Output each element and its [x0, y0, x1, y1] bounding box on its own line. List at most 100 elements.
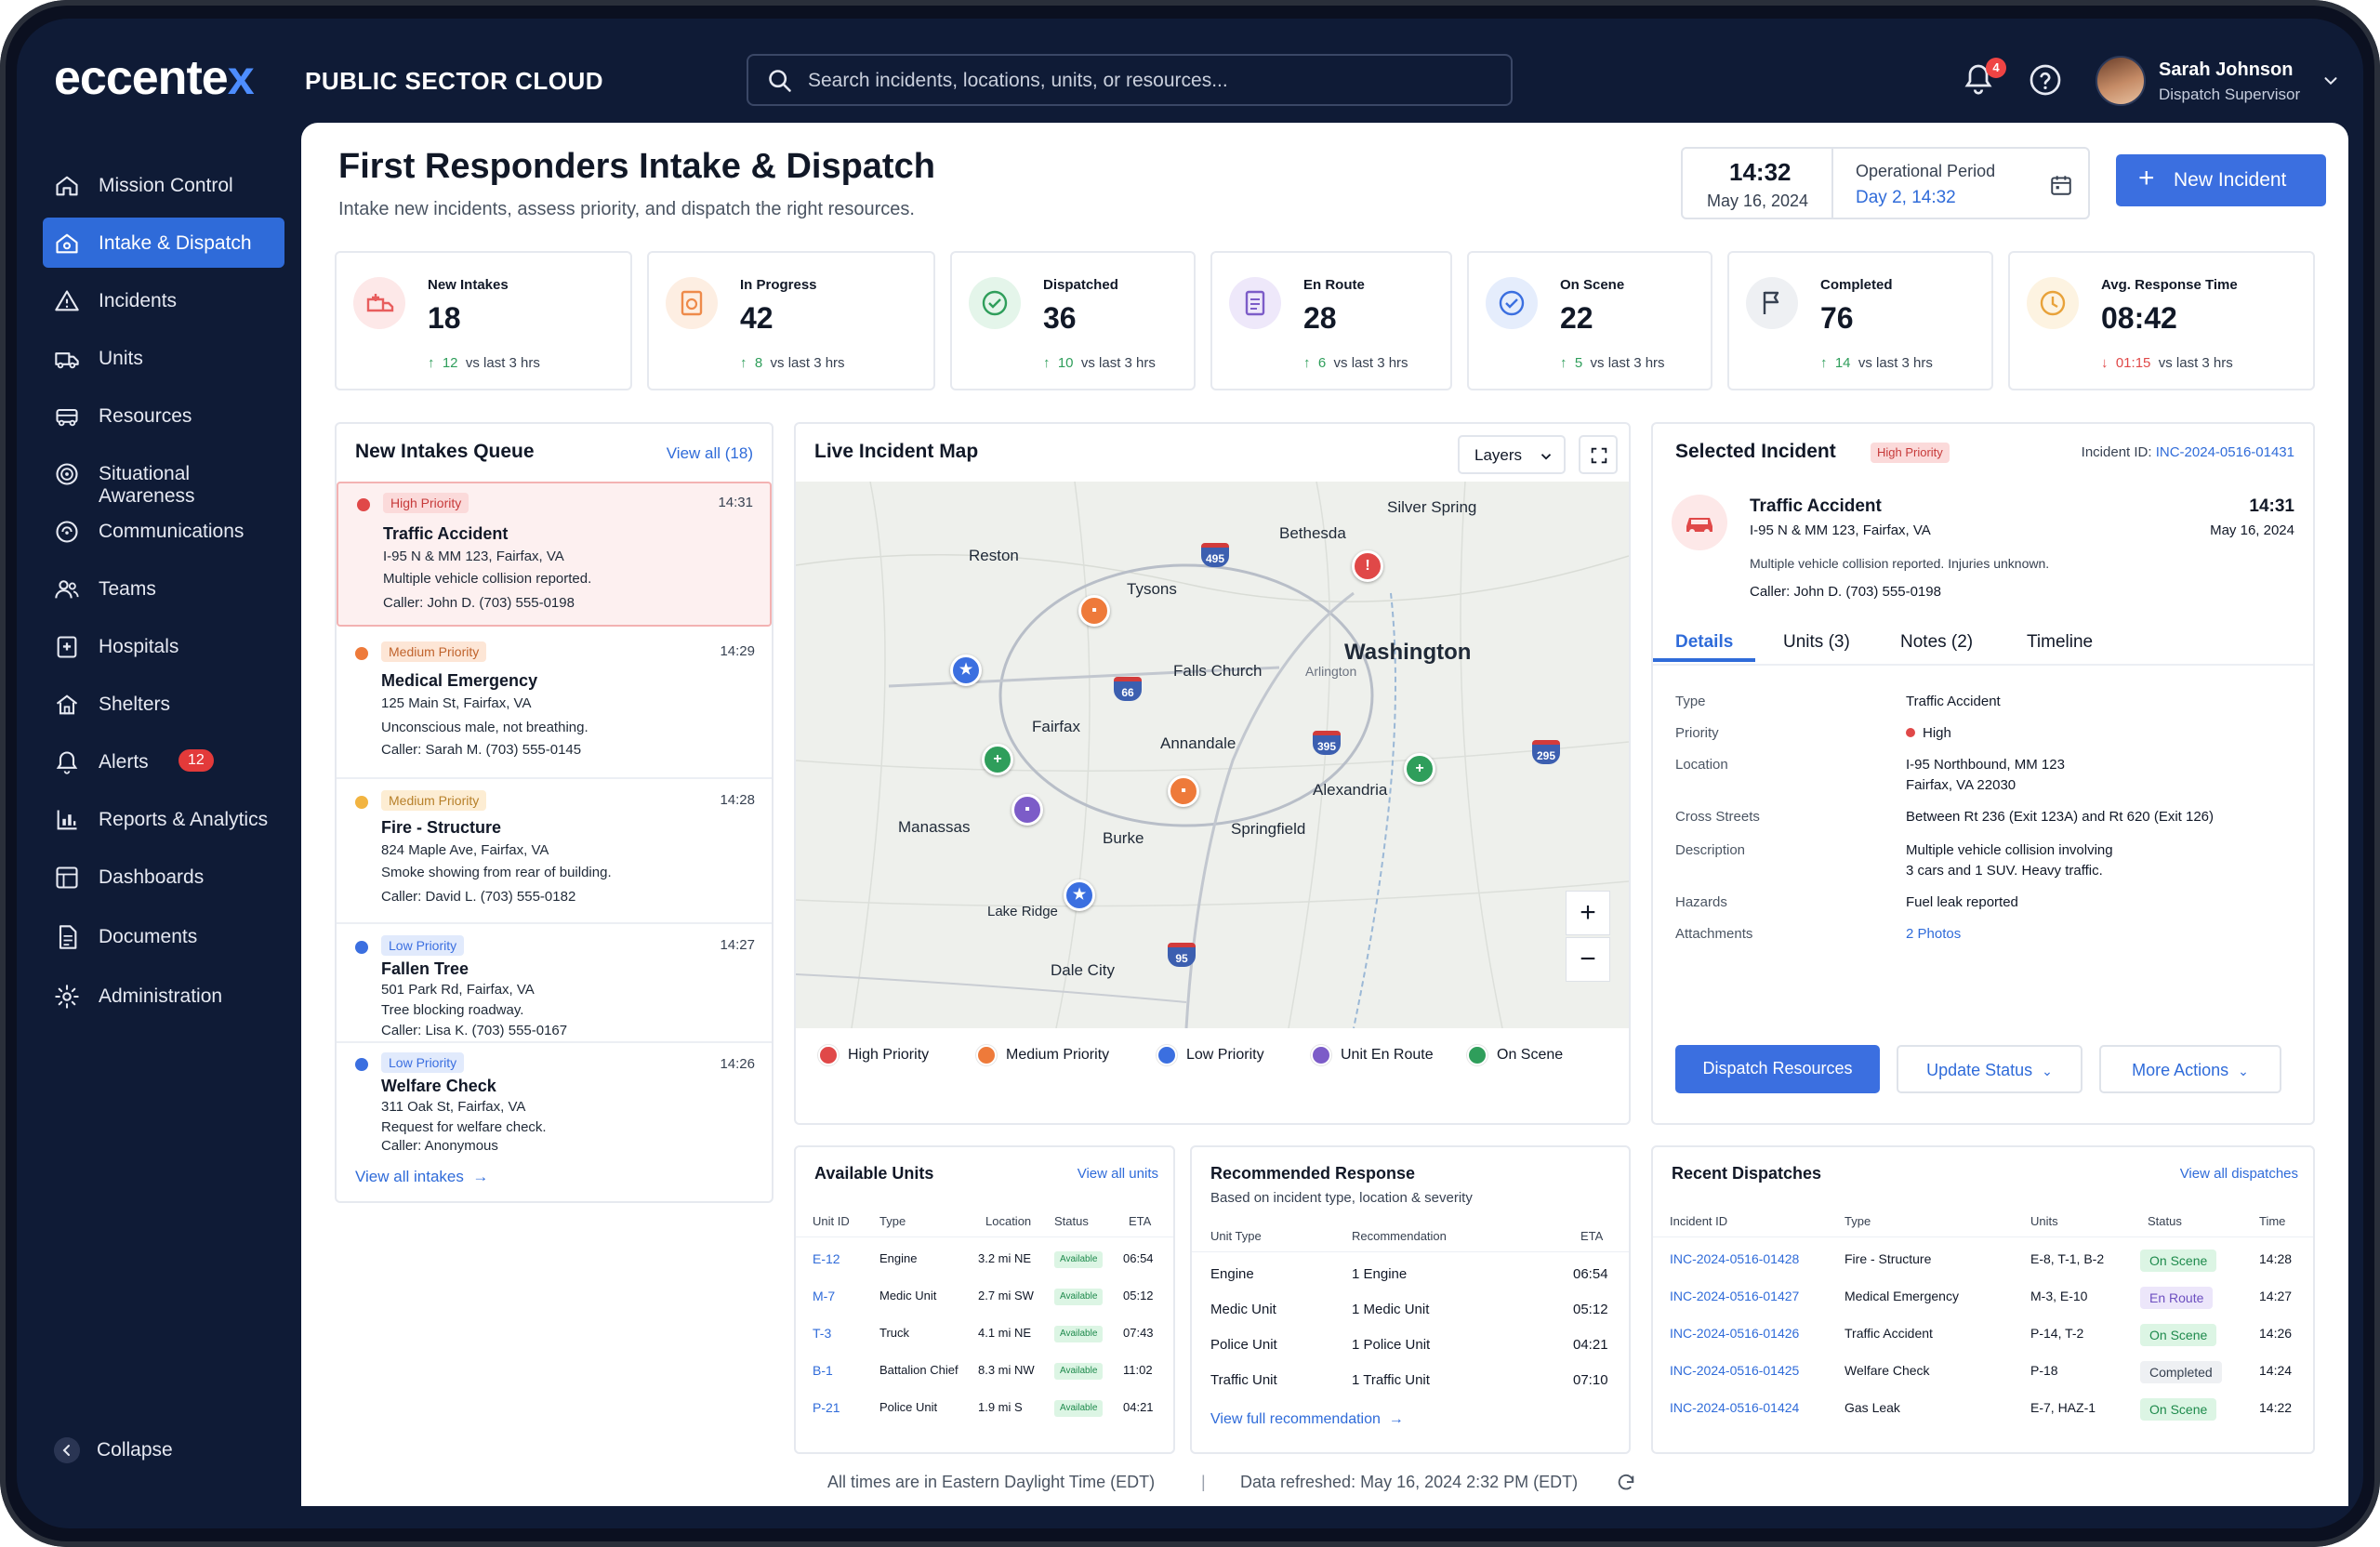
- attachments-link[interactable]: 2 Photos: [1906, 926, 1962, 942]
- incident-id-link[interactable]: INC-2024-0516-01427: [1670, 1289, 1800, 1303]
- detail-key: Priority: [1675, 725, 1719, 741]
- tab-details[interactable]: Details: [1675, 632, 1734, 652]
- incident-id-link[interactable]: INC-2024-0516-01425: [1670, 1363, 1800, 1378]
- recent-dispatches-panel: Recent Dispatches View all dispatches In…: [1651, 1145, 2315, 1454]
- map-pin-medium-priority[interactable]: ▪: [1078, 595, 1110, 627]
- new-incident-button[interactable]: + New Incident: [2116, 154, 2326, 206]
- queue-item[interactable]: Low Priority 14:27 Fallen Tree 501 Park …: [337, 924, 772, 1043]
- zoom-in-button[interactable]: +: [1566, 891, 1610, 935]
- stat-card-avg-response-time[interactable]: Avg. Response Time 08:42 ↓ 01:15 vs last…: [2008, 251, 2315, 390]
- view-full-recommendation-link[interactable]: View full recommendation →: [1210, 1411, 1404, 1428]
- logo[interactable]: eccentex: [54, 50, 255, 106]
- map-pin-unit-en-route[interactable]: ▪: [1012, 794, 1043, 826]
- user-avatar[interactable]: [2096, 56, 2146, 106]
- layers-dropdown[interactable]: Layers: [1458, 435, 1566, 474]
- queue-item-description: Multiple vehicle collision reported.: [383, 571, 592, 587]
- chevron-down-icon[interactable]: [2320, 71, 2341, 91]
- sidebar-item-dashboards[interactable]: Dashboards: [43, 852, 284, 902]
- incident-id-link[interactable]: INC-2024-0516-01424: [1670, 1400, 1800, 1415]
- unit-id-link[interactable]: E-12: [813, 1251, 840, 1266]
- sidebar-item-shelters[interactable]: Shelters: [43, 679, 284, 729]
- live-incident-map-panel: Live Incident Map Layers: [794, 422, 1631, 1125]
- queue-item-time: 14:26: [720, 1056, 755, 1072]
- tab-units[interactable]: Units (3): [1783, 632, 1850, 652]
- sidebar: Mission Control Intake & Dispatch Incide…: [17, 123, 296, 1528]
- footer-separator: |: [1201, 1473, 1206, 1491]
- incident-id-link[interactable]: INC-2024-0516-01428: [1670, 1251, 1800, 1266]
- view-all-dispatches-link[interactable]: View all dispatches: [2179, 1166, 2298, 1182]
- help-icon[interactable]: [2029, 63, 2062, 97]
- view-all-intakes-link[interactable]: View all (18): [666, 444, 753, 462]
- status-badge: Available: [1054, 1289, 1104, 1305]
- queue-item[interactable]: Medium Priority 14:28 Fire - Structure 8…: [337, 779, 772, 924]
- fullscreen-button[interactable]: [1579, 435, 1618, 474]
- sidebar-item-label: Situational Awareness: [99, 463, 195, 507]
- map-pin-high-priority[interactable]: !: [1352, 550, 1383, 582]
- arrow-up-icon: ↑: [1820, 355, 1828, 371]
- selected-incident-title: Selected Incident: [1675, 441, 1836, 462]
- stat-card-new-intakes[interactable]: New Intakes 18 ↑ 12 vs last 3 hrs: [335, 251, 632, 390]
- stat-value: 76: [1820, 301, 1854, 335]
- stat-card-completed[interactable]: Completed 76 ↑ 14 vs last 3 hrs: [1727, 251, 1993, 390]
- sidebar-item-resources[interactable]: Resources: [43, 390, 284, 441]
- sidebar-item-intake-dispatch[interactable]: Intake & Dispatch: [43, 218, 284, 268]
- plus-icon: +: [2138, 163, 2155, 193]
- hospital-icon: [57, 636, 77, 658]
- incident-id-value[interactable]: INC-2024-0516-01431: [2155, 444, 2294, 460]
- stat-card-dispatched[interactable]: Dispatched 36 ↑ 10 vs last 3 hrs: [950, 251, 1196, 390]
- calendar-icon[interactable]: [2049, 173, 2073, 197]
- priority-dot: [355, 1058, 368, 1071]
- sidebar-item-teams[interactable]: Teams: [43, 563, 284, 614]
- map-pin-low-priority[interactable]: ★: [950, 654, 982, 686]
- sidebar-item-mission-control[interactable]: Mission Control: [43, 160, 284, 210]
- map-pin-on-scene[interactable]: +: [1404, 753, 1435, 785]
- map-title: Live Incident Map: [814, 441, 979, 462]
- map-pin-medium-priority[interactable]: ▪: [1168, 775, 1199, 807]
- update-status-button[interactable]: Update Status ⌄: [1897, 1045, 2082, 1093]
- recommended-response-title: Recommended Response: [1210, 1164, 1416, 1183]
- map-canvas[interactable]: Silver Spring Bethesda Reston Tysons Was…: [796, 482, 1629, 1028]
- unit-id-link[interactable]: P-21: [813, 1400, 840, 1415]
- sidebar-item-documents[interactable]: Documents: [43, 911, 284, 961]
- refresh-icon[interactable]: [1616, 1473, 1636, 1493]
- unit-id-link[interactable]: M-7: [813, 1289, 836, 1303]
- unit-id-link[interactable]: B-1: [813, 1363, 833, 1378]
- stat-card-on-scene[interactable]: On Scene 22 ↑ 5 vs last 3 hrs: [1467, 251, 1712, 390]
- sidebar-item-units[interactable]: Units: [43, 333, 284, 383]
- stat-label: Completed: [1820, 277, 1893, 293]
- search-box[interactable]: [747, 54, 1513, 106]
- sidebar-item-reports-analytics[interactable]: Reports & Analytics: [43, 794, 284, 844]
- view-all-units-link[interactable]: View all units: [1077, 1166, 1158, 1182]
- detail-key: Hazards: [1675, 894, 1727, 910]
- zoom-out-button[interactable]: −: [1566, 937, 1610, 982]
- incident-id-link[interactable]: INC-2024-0516-01426: [1670, 1326, 1800, 1341]
- sidebar-item-hospitals[interactable]: Hospitals: [43, 621, 284, 671]
- queue-item[interactable]: High Priority 14:31 Traffic Accident I-9…: [337, 482, 772, 627]
- view-all-intakes-footer-link[interactable]: View all intakes →: [355, 1168, 488, 1186]
- user-name[interactable]: Sarah Johnson: [2159, 60, 2294, 80]
- notification-bell-icon[interactable]: [1962, 61, 1995, 99]
- queue-item[interactable]: Medium Priority 14:29 Medical Emergency …: [337, 630, 772, 779]
- stat-card-en-route[interactable]: En Route 28 ↑ 6 vs last 3 hrs: [1210, 251, 1452, 390]
- highway-shield: 395: [1313, 731, 1341, 755]
- unit-type: Medic Unit: [879, 1289, 937, 1302]
- sidebar-item-administration[interactable]: Administration: [43, 971, 284, 1021]
- sidebar-item-label: Intake & Dispatch: [99, 232, 252, 254]
- sidebar-item-situational-awareness[interactable]: Situational Awareness: [43, 448, 284, 507]
- map-pin-on-scene[interactable]: +: [982, 744, 1013, 775]
- selected-incident-panel: Selected Incident High Priority Incident…: [1651, 422, 2315, 1125]
- sidebar-item-alerts[interactable]: Alerts 12: [43, 736, 284, 787]
- map-pin-low-priority[interactable]: ★: [1064, 879, 1095, 911]
- queue-item[interactable]: Low Priority 14:26 Welfare Check 311 Oak…: [337, 1043, 772, 1158]
- truck-icon: [56, 408, 78, 427]
- tab-timeline[interactable]: Timeline: [2027, 632, 2094, 652]
- operational-period-value[interactable]: Day 2, 14:32: [1856, 188, 1956, 207]
- search-input[interactable]: [808, 65, 1496, 97]
- unit-id-link[interactable]: T-3: [813, 1326, 832, 1341]
- sidebar-item-incidents[interactable]: Incidents: [43, 275, 284, 325]
- sidebar-item-communications[interactable]: Communications: [43, 506, 284, 556]
- tab-notes[interactable]: Notes (2): [1900, 632, 1974, 652]
- more-actions-button[interactable]: More Actions ⌄: [2099, 1045, 2281, 1093]
- dispatch-resources-button[interactable]: Dispatch Resources: [1675, 1045, 1880, 1093]
- stat-card-in-progress[interactable]: In Progress 42 ↑ 8 vs last 3 hrs: [647, 251, 935, 390]
